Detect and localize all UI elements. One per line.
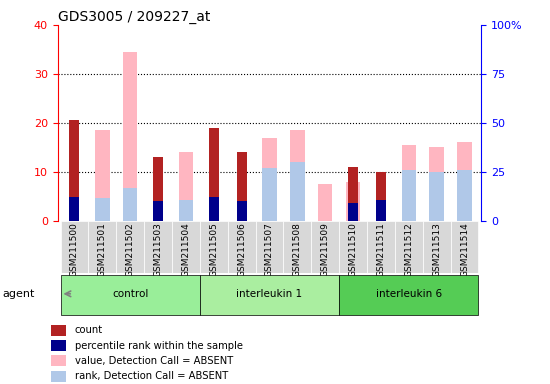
Bar bbox=[402, 170, 416, 221]
Bar bbox=[262, 168, 277, 221]
Text: GSM211507: GSM211507 bbox=[265, 222, 274, 277]
Text: GSM211513: GSM211513 bbox=[432, 222, 441, 277]
Bar bbox=[116, 221, 144, 273]
Bar bbox=[283, 221, 311, 273]
Text: GSM211506: GSM211506 bbox=[237, 222, 246, 277]
Text: GSM211511: GSM211511 bbox=[376, 222, 386, 277]
Bar bbox=[236, 152, 246, 221]
Bar bbox=[450, 221, 478, 273]
Bar bbox=[339, 221, 367, 273]
Text: GSM211514: GSM211514 bbox=[460, 222, 469, 277]
Bar bbox=[348, 167, 358, 221]
Text: GSM211510: GSM211510 bbox=[349, 222, 358, 277]
Text: control: control bbox=[112, 289, 148, 299]
Text: GSM211502: GSM211502 bbox=[126, 222, 135, 277]
Bar bbox=[311, 221, 339, 273]
Bar bbox=[256, 221, 283, 273]
Text: interleukin 6: interleukin 6 bbox=[376, 289, 442, 299]
Bar bbox=[200, 221, 228, 273]
Text: interleukin 1: interleukin 1 bbox=[236, 289, 302, 299]
Bar bbox=[209, 197, 219, 221]
Bar bbox=[262, 137, 277, 221]
Bar bbox=[430, 172, 444, 221]
Bar bbox=[89, 221, 116, 273]
Bar bbox=[348, 203, 358, 221]
Text: GSM211501: GSM211501 bbox=[98, 222, 107, 277]
Text: GSM211503: GSM211503 bbox=[153, 222, 163, 277]
Text: value, Detection Call = ABSENT: value, Detection Call = ABSENT bbox=[75, 356, 233, 366]
Text: GSM211512: GSM211512 bbox=[404, 222, 413, 277]
Bar bbox=[51, 356, 67, 366]
Bar bbox=[318, 184, 332, 221]
Bar bbox=[290, 162, 305, 221]
Bar bbox=[376, 200, 386, 221]
Bar bbox=[95, 130, 109, 221]
Bar bbox=[172, 221, 200, 273]
Text: GSM211508: GSM211508 bbox=[293, 222, 302, 277]
Text: GSM211509: GSM211509 bbox=[321, 222, 329, 277]
Bar bbox=[376, 172, 386, 221]
Bar bbox=[153, 157, 163, 221]
Bar bbox=[200, 275, 339, 314]
Bar bbox=[209, 128, 219, 221]
Bar bbox=[395, 221, 423, 273]
Text: rank, Detection Call = ABSENT: rank, Detection Call = ABSENT bbox=[75, 371, 228, 381]
Text: GDS3005 / 209227_at: GDS3005 / 209227_at bbox=[58, 10, 210, 24]
Bar bbox=[60, 275, 200, 314]
Bar bbox=[123, 52, 138, 221]
Bar bbox=[179, 152, 193, 221]
Bar bbox=[430, 147, 444, 221]
Bar bbox=[51, 325, 67, 336]
Bar bbox=[236, 201, 246, 221]
Bar bbox=[339, 275, 478, 314]
Bar bbox=[402, 145, 416, 221]
Bar bbox=[457, 142, 472, 221]
Bar bbox=[457, 170, 472, 221]
Bar bbox=[69, 197, 80, 221]
Text: GSM211500: GSM211500 bbox=[70, 222, 79, 277]
Bar bbox=[346, 182, 360, 221]
Bar bbox=[60, 221, 89, 273]
Bar bbox=[153, 201, 163, 221]
Bar bbox=[423, 221, 450, 273]
Text: agent: agent bbox=[3, 289, 35, 299]
Bar bbox=[144, 221, 172, 273]
Text: GSM211504: GSM211504 bbox=[182, 222, 190, 277]
Bar bbox=[51, 371, 67, 382]
Text: percentile rank within the sample: percentile rank within the sample bbox=[75, 341, 243, 351]
Text: count: count bbox=[75, 325, 103, 335]
Bar bbox=[290, 130, 305, 221]
Bar bbox=[228, 221, 256, 273]
Bar bbox=[69, 121, 80, 221]
Bar bbox=[51, 340, 67, 351]
Text: GSM211505: GSM211505 bbox=[210, 222, 218, 277]
Bar bbox=[123, 189, 138, 221]
Bar bbox=[367, 221, 395, 273]
Bar bbox=[179, 200, 193, 221]
Bar bbox=[95, 198, 109, 221]
